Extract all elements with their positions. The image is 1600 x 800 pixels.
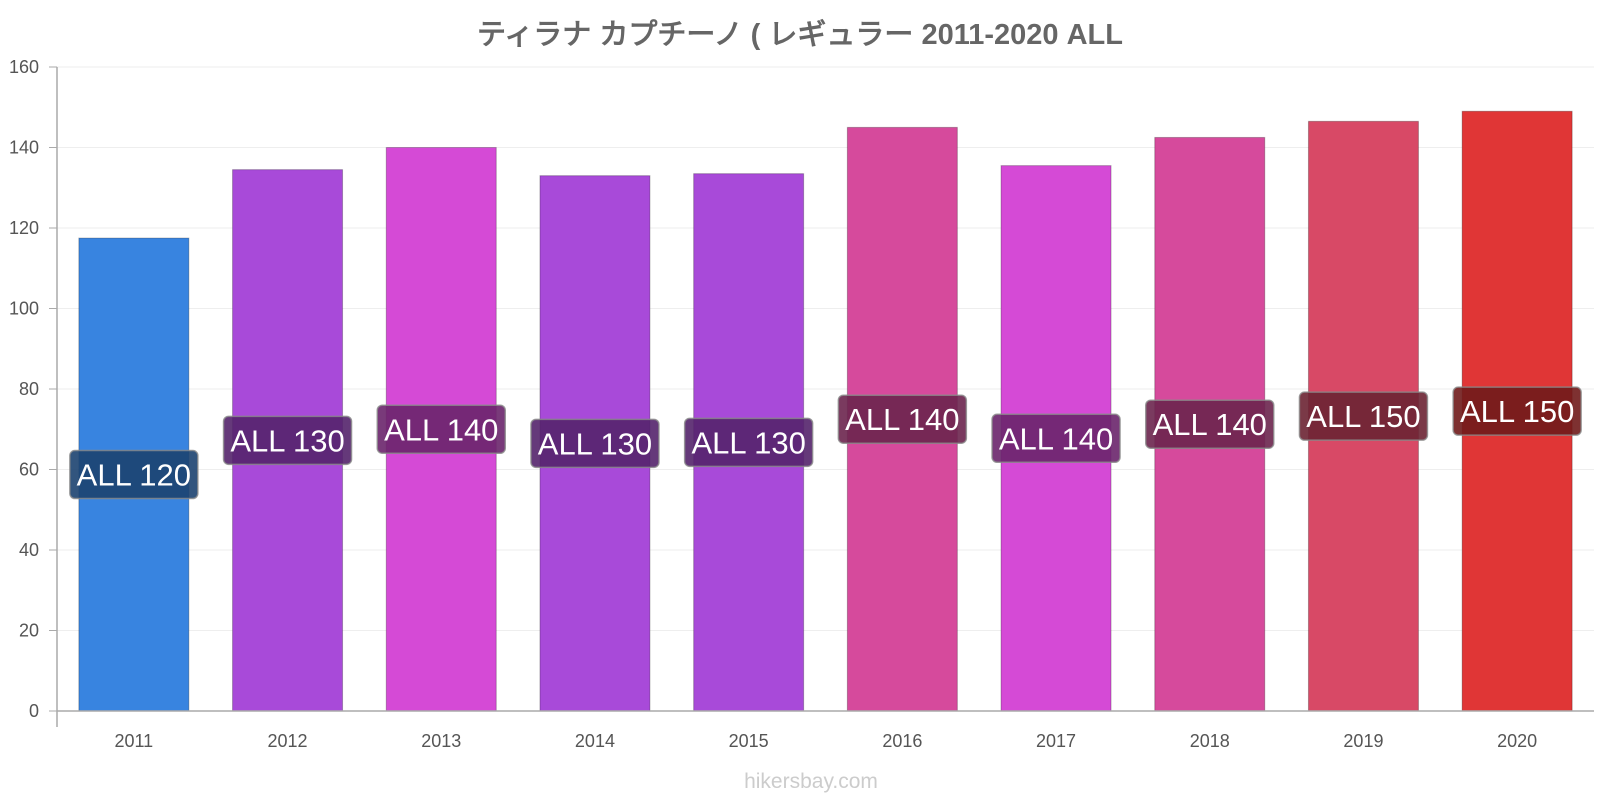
y-tick-label: 60 <box>19 460 39 480</box>
y-tick-label: 0 <box>29 701 39 721</box>
data-label-box <box>222 415 353 466</box>
y-tick-label: 80 <box>19 379 39 399</box>
x-tick-label: 2015 <box>729 731 769 751</box>
x-axis: 2011 2012 2013 2014 2015 2016 2017 2018 2019 2020 <box>57 710 1594 751</box>
y-tick-label: 160 <box>9 57 39 77</box>
x-tick-label: 2019 <box>1343 731 1383 751</box>
data-label: ALL 130 <box>691 425 805 460</box>
x-tick-label: 2013 <box>421 731 461 751</box>
data-label-box <box>1145 399 1275 449</box>
data-label: ALL 140 <box>384 412 498 447</box>
chart-title: ティラナ カプチーノ ( レギュラー 2011-2020 ALL <box>477 18 1123 51</box>
data-label-box <box>69 449 199 500</box>
data-label-box <box>991 413 1121 464</box>
data-label-box <box>376 404 506 454</box>
data-label-box <box>837 394 968 444</box>
y-tick-label: 120 <box>9 218 39 238</box>
x-tick-label: 2020 <box>1497 731 1537 751</box>
x-tick-label: 2018 <box>1190 731 1230 751</box>
y-axis: 0 20 40 60 80 100 120 140 160 <box>9 57 58 727</box>
data-label: ALL 140 <box>1153 407 1267 442</box>
data-label: ALL 140 <box>999 421 1113 456</box>
data-label-box <box>1298 391 1429 441</box>
x-tick-label: 2011 <box>114 731 153 751</box>
data-label: ALL 120 <box>77 458 191 493</box>
x-tick-label: 2012 <box>268 731 308 751</box>
y-tick-label: 100 <box>9 299 39 319</box>
data-label-box <box>683 417 814 468</box>
y-tick-label: 20 <box>19 621 39 641</box>
data-label-box <box>1452 386 1582 436</box>
data-label: ALL 130 <box>538 426 652 461</box>
y-tick-label: 40 <box>19 540 39 560</box>
data-labels: ALL 120 ALL 130 ALL 140 ALL 130 ALL 130 ALL 1… <box>69 386 1582 500</box>
data-label: ALL 130 <box>230 423 344 458</box>
x-tick-label: 2016 <box>882 731 922 751</box>
data-label: ALL 140 <box>845 402 959 437</box>
data-label: ALL 150 <box>1460 394 1574 429</box>
x-tick-label: 2017 <box>1036 731 1076 751</box>
x-tick-label: 2014 <box>575 731 615 751</box>
y-tick-label: 140 <box>9 138 39 158</box>
data-label: ALL 150 <box>1306 399 1420 434</box>
data-label-box <box>530 418 660 469</box>
watermark: hikersbay.com <box>744 770 878 793</box>
